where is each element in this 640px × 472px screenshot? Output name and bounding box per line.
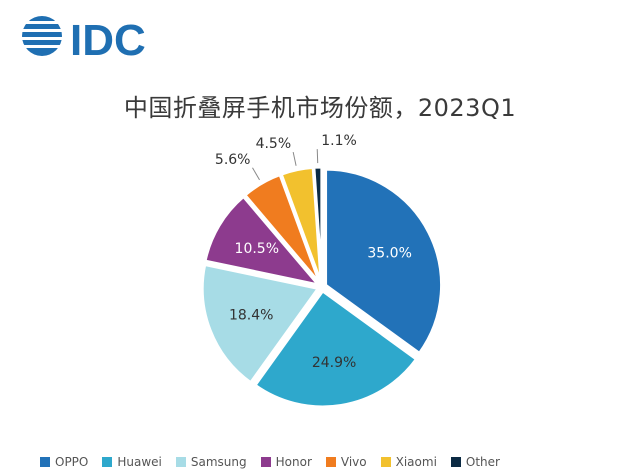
legend-label: Huawei [117,455,162,469]
legend-label: Vivo [341,455,367,469]
slice-label-6: 4.5% [256,136,292,152]
leader-line-5 [253,168,260,180]
legend-item-5: Vivo [326,452,367,472]
leader-line-6 [293,152,296,166]
legend-item-7: Other [451,452,500,472]
slice-label-3: 18.4% [229,308,273,324]
legend-label: Other [466,455,500,469]
legend-item-1: OPPO [40,452,88,472]
legend: OPPO Huawei Samsung Honor Vivo Xiaomi Other [40,452,620,472]
legend-item-2: Huawei [102,452,162,472]
slice-label-4: 10.5% [235,241,279,257]
slice-label-7: 1.1% [321,133,357,149]
legend-item-6: Xiaomi [381,452,437,472]
legend-item-4: Honor [261,452,312,472]
slice-label-2: 24.9% [312,355,356,371]
slice-label-5: 5.6% [215,152,251,168]
slice-label-1: 35.0% [367,246,411,262]
legend-label: Xiaomi [396,455,437,469]
legend-label: Honor [276,455,312,469]
legend-label: OPPO [55,455,88,469]
legend-label: Samsung [191,455,247,469]
legend-item-3: Samsung [176,452,247,472]
